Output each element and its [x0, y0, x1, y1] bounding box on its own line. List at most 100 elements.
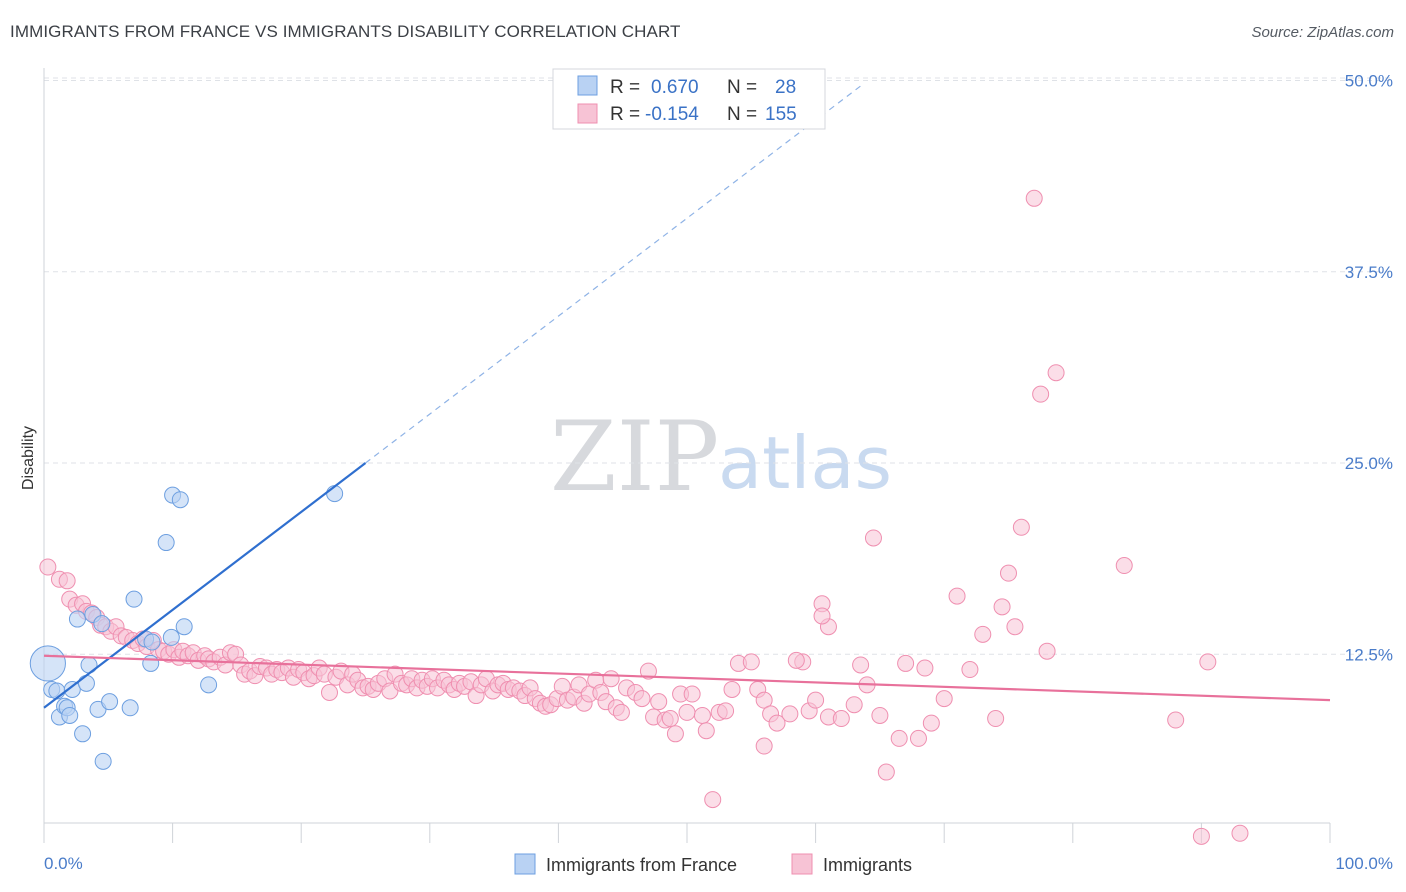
data-point-france — [61, 706, 79, 724]
data-point-immigrants — [897, 654, 915, 672]
data-point-immigrants — [661, 710, 679, 728]
data-point-france — [142, 654, 160, 672]
bottom-legend-label-immigrants: Immigrants — [823, 855, 912, 875]
legend-swatch-pink — [577, 103, 598, 124]
data-point-immigrants — [639, 662, 657, 680]
data-point-immigrants — [683, 685, 701, 703]
data-point-france — [326, 485, 344, 503]
data-point-france — [121, 699, 139, 717]
source-credit: Source: ZipAtlas.com — [1251, 24, 1394, 41]
data-point-immigrants — [602, 670, 620, 688]
legend-r-value-2: -0.154 — [645, 104, 699, 125]
data-point-immigrants — [1012, 518, 1030, 536]
data-point-immigrants — [909, 729, 927, 747]
data-point-immigrants — [787, 651, 805, 669]
data-point-immigrants — [1231, 824, 1249, 842]
data-point-immigrants — [1199, 653, 1217, 671]
trend-line-immigrants — [43, 654, 1331, 702]
y-tick-label: 37.5% — [1345, 263, 1393, 282]
data-point-immigrants — [693, 706, 711, 724]
data-point-immigrants — [1006, 618, 1024, 636]
data-point-immigrants — [974, 625, 992, 643]
data-point-immigrants — [993, 598, 1011, 616]
correlation-legend: R = 0.670 N = 28 R = -0.154 N = 155 — [552, 68, 826, 130]
data-point-immigrants — [678, 703, 696, 721]
data-point-immigrants — [1167, 711, 1185, 729]
watermark-zip: ZIP — [550, 401, 719, 513]
y-tick-label: 12.5% — [1345, 645, 1393, 664]
data-point-immigrants — [852, 656, 870, 674]
data-point-immigrants — [922, 714, 940, 732]
bottom-legend-label-france: Immigrants from France — [546, 855, 737, 875]
trend-line-france — [43, 462, 367, 709]
x-tick-labels: 0.0% 100.0% — [44, 854, 1393, 873]
data-point-france — [77, 674, 95, 692]
data-point-immigrants — [1038, 642, 1056, 660]
data-point-immigrants — [633, 690, 651, 708]
data-point-immigrants — [813, 607, 831, 625]
y-tick-label: 25.0% — [1345, 454, 1393, 473]
data-point-immigrants — [987, 710, 1005, 728]
data-point-immigrants — [890, 729, 908, 747]
data-point-france — [74, 725, 92, 743]
data-point-immigrants — [845, 696, 863, 714]
data-point-immigrants — [1047, 364, 1065, 382]
data-point-immigrants — [39, 558, 57, 576]
data-point-france — [143, 633, 161, 651]
data-point-immigrants — [864, 529, 882, 547]
grid-lines — [44, 77, 1392, 655]
data-point-france — [200, 676, 218, 694]
data-point-immigrants — [697, 722, 715, 740]
y-tick-label: 50.0% — [1345, 72, 1393, 91]
data-point-france — [68, 610, 86, 628]
data-point-immigrants — [717, 702, 735, 720]
data-point-immigrants — [916, 659, 934, 677]
bottom-legend-swatch-blue — [514, 853, 536, 875]
y-tick-labels: 12.5% 25.0% 37.5% 50.0% — [1345, 72, 1393, 665]
y-axis-label: Disability — [20, 426, 37, 490]
data-point-immigrants — [1115, 557, 1133, 575]
data-point-immigrants — [768, 714, 786, 732]
immigrants-from-france-series — [29, 485, 344, 770]
data-point-france — [93, 615, 111, 633]
data-point-immigrants — [1192, 827, 1210, 845]
x-tick-label-end: 100.0% — [1335, 854, 1393, 873]
trend-lines — [43, 85, 1331, 709]
data-point-france — [63, 680, 81, 698]
data-point-immigrants — [723, 680, 741, 698]
data-point-france — [29, 645, 66, 682]
data-point-immigrants — [704, 791, 722, 809]
data-point-immigrants — [666, 725, 684, 743]
data-point-immigrants — [877, 763, 895, 781]
data-point-immigrants — [781, 705, 799, 723]
chart-title: IMMIGRANTS FROM FRANCE VS IMMIGRANTS DIS… — [10, 22, 681, 41]
bottom-legend-swatch-pink — [791, 853, 813, 875]
data-point-immigrants — [612, 703, 630, 721]
x-tick-label-start: 0.0% — [44, 854, 83, 873]
axes — [43, 68, 1331, 843]
data-point-france — [171, 491, 189, 509]
immigrants-series — [39, 189, 1249, 845]
legend-r-label-2: R = — [610, 104, 640, 125]
data-point-immigrants — [755, 737, 773, 755]
data-point-immigrants — [755, 691, 773, 709]
trend-line-france-extension — [365, 85, 861, 464]
data-point-france — [175, 618, 193, 636]
series-legend: Immigrants from France Immigrants — [514, 853, 912, 875]
data-point-france — [94, 752, 112, 770]
data-point-immigrants — [1000, 564, 1017, 582]
data-point-immigrants — [832, 710, 850, 728]
data-point-immigrants — [935, 690, 953, 708]
watermark: ZIP atlas — [550, 401, 892, 513]
data-point-france — [162, 628, 180, 646]
data-point-immigrants — [1025, 189, 1043, 207]
data-point-immigrants — [807, 691, 825, 709]
data-point-france — [48, 682, 66, 700]
data-point-immigrants — [948, 587, 966, 605]
data-point-immigrants — [961, 661, 979, 679]
data-point-immigrants — [871, 706, 889, 724]
legend-n-label-2: N = — [727, 104, 757, 125]
legend-n-label-1: N = — [727, 77, 757, 98]
legend-swatch-blue — [577, 75, 598, 96]
